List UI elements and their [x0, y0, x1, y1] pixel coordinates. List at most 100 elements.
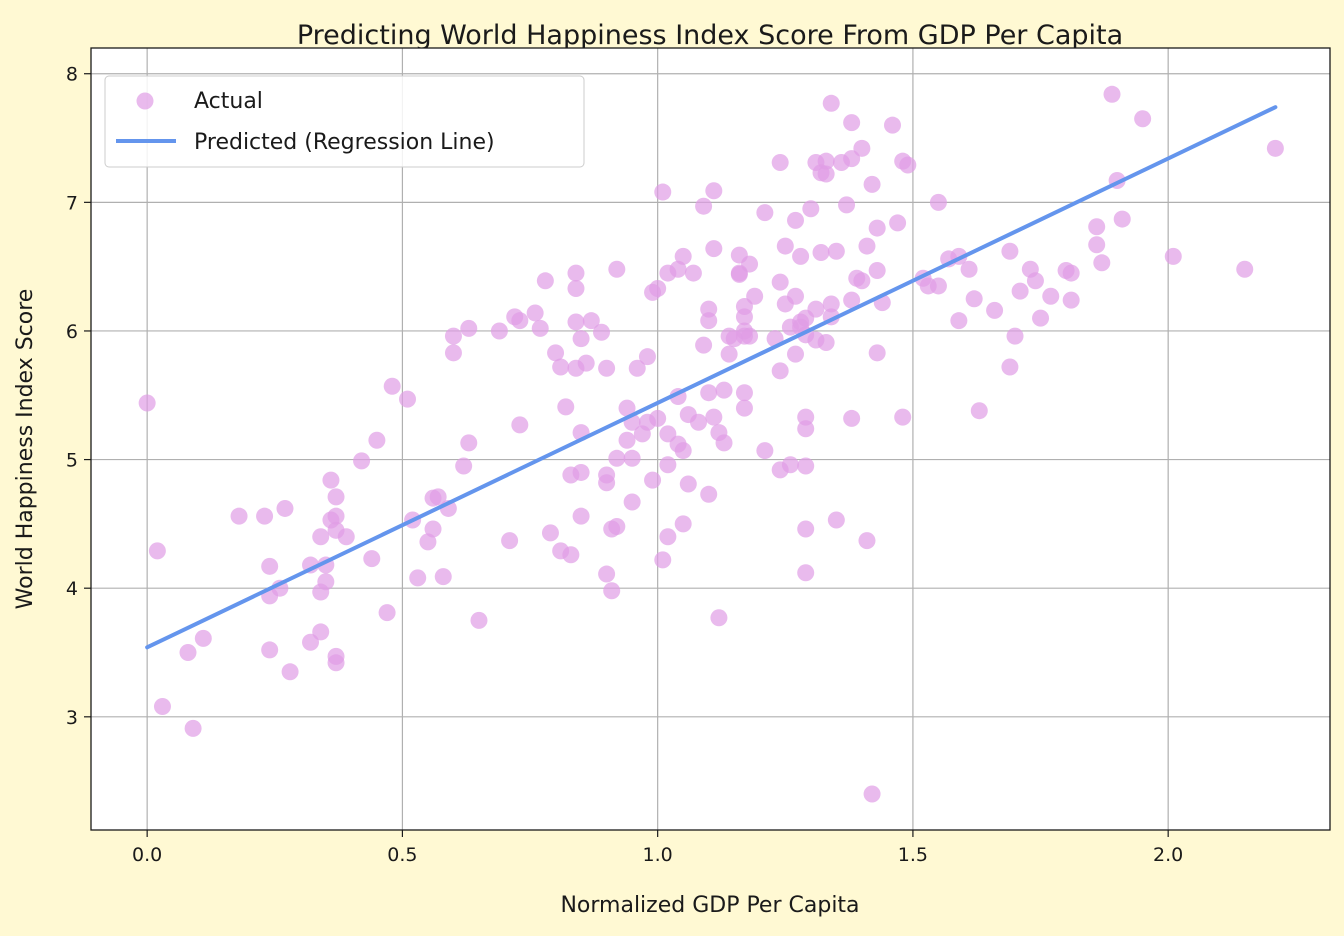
plot-frame — [90, 47, 1331, 831]
data-point — [419, 533, 437, 551]
data-point — [929, 193, 947, 211]
data-point — [261, 641, 279, 659]
data-point — [771, 153, 789, 171]
data-point — [628, 359, 646, 377]
data-point — [863, 785, 881, 803]
data-point — [741, 255, 759, 273]
data-point — [327, 647, 345, 665]
data-point — [843, 114, 861, 132]
data-point — [1088, 236, 1106, 254]
data-point — [889, 214, 907, 232]
data-point — [843, 409, 861, 427]
data-point — [970, 402, 988, 420]
data-point — [526, 304, 544, 322]
data-point — [276, 499, 294, 517]
actual-points — [138, 85, 1284, 803]
data-point — [735, 399, 753, 417]
data-point — [409, 569, 427, 587]
data-point — [735, 308, 753, 326]
data-point — [327, 488, 345, 506]
data-point — [868, 219, 886, 237]
chart-title: Predicting World Happiness Index Score F… — [297, 20, 1123, 51]
data-point — [194, 629, 212, 647]
legend-predicted-label: Predicted (Regression Line) — [194, 130, 495, 155]
data-point — [572, 507, 590, 525]
data-point — [638, 348, 656, 366]
data-point — [781, 456, 799, 474]
data-point — [541, 524, 559, 542]
data-point — [327, 507, 345, 525]
x-tick-label: 1.0 — [643, 844, 673, 866]
data-point — [1164, 247, 1182, 265]
data-point — [557, 398, 575, 416]
data-point — [337, 528, 355, 546]
data-point — [598, 474, 616, 492]
data-point — [455, 457, 473, 475]
data-point — [1062, 264, 1080, 282]
x-tick-label: 0.5 — [387, 844, 417, 866]
grid — [91, 48, 1330, 830]
data-point — [256, 507, 274, 525]
data-point — [598, 565, 616, 583]
data-point — [322, 471, 340, 489]
data-point — [674, 442, 692, 460]
x-tick-label: 0.0 — [132, 844, 162, 866]
data-point — [138, 394, 156, 412]
data-point — [741, 327, 759, 345]
data-point — [1006, 327, 1024, 345]
data-point — [424, 520, 442, 538]
data-point — [261, 557, 279, 575]
data-point — [644, 471, 662, 489]
data-point — [858, 237, 876, 255]
data-point — [399, 390, 417, 408]
data-point — [674, 247, 692, 265]
data-point — [536, 272, 554, 290]
data-point — [695, 336, 713, 354]
data-point — [1103, 85, 1121, 103]
data-point — [603, 582, 621, 600]
data-point — [460, 434, 478, 452]
data-point — [965, 290, 983, 308]
data-point — [705, 240, 723, 258]
legend: Actual Predicted (Regression Line) — [104, 75, 585, 168]
data-point — [230, 507, 248, 525]
data-point — [786, 287, 804, 305]
data-point — [715, 381, 733, 399]
data-point — [792, 247, 810, 265]
data-point — [659, 528, 677, 546]
data-point — [608, 517, 626, 535]
data-point — [378, 604, 396, 622]
data-point — [567, 313, 585, 331]
data-point — [547, 344, 565, 362]
data-point — [1011, 282, 1029, 300]
data-point — [593, 323, 611, 341]
data-point — [786, 345, 804, 363]
data-point — [1113, 210, 1131, 228]
data-point — [572, 463, 590, 481]
data-point — [929, 277, 947, 295]
data-point — [363, 550, 381, 568]
data-point — [950, 312, 968, 330]
data-point — [1093, 254, 1111, 272]
data-point — [690, 413, 708, 431]
data-point — [618, 431, 636, 449]
data-point — [853, 272, 871, 290]
data-point — [654, 551, 672, 569]
data-point — [623, 449, 641, 467]
data-point — [797, 457, 815, 475]
y-axis-label: World Happiness Index Score — [13, 289, 38, 610]
data-point — [1001, 242, 1019, 260]
data-point — [776, 237, 794, 255]
data-point — [756, 442, 774, 460]
data-point — [1026, 272, 1044, 290]
y-tick-label: 6 — [66, 321, 78, 343]
data-point — [695, 197, 713, 215]
y-tick-label: 8 — [66, 64, 78, 86]
data-point — [838, 196, 856, 214]
y-tick-label: 5 — [66, 450, 78, 472]
data-point — [827, 511, 845, 529]
y-tick-label: 3 — [66, 707, 78, 729]
data-point — [812, 244, 830, 262]
data-point — [679, 475, 697, 493]
